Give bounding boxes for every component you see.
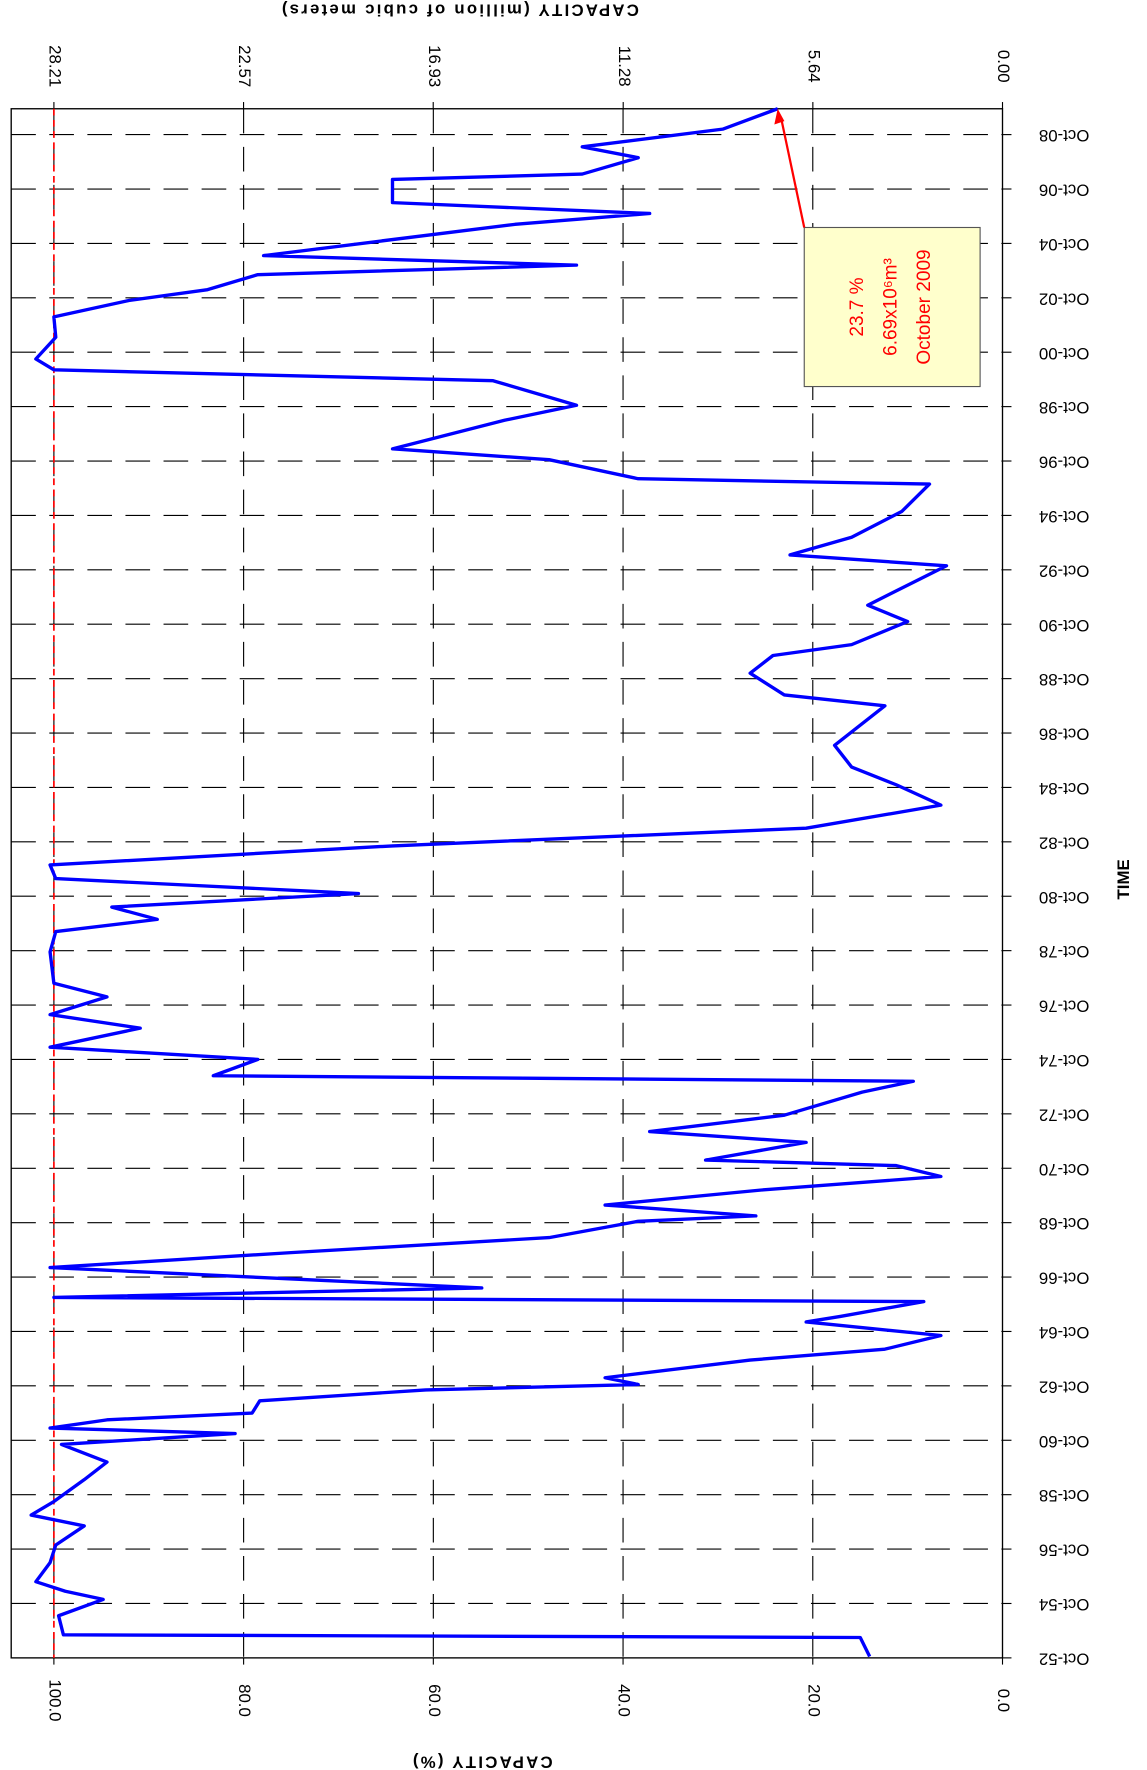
x-tick-label: Oct-64 <box>1039 1323 1089 1342</box>
y2-tick-label: 28.21 <box>45 45 64 87</box>
x-tick-label: Oct-62 <box>1039 1377 1089 1396</box>
y-tick-label: 20.0 <box>804 1684 823 1717</box>
annotation-text: 23.7 % <box>847 277 868 336</box>
y2-tick-label: 11.28 <box>615 46 634 87</box>
y2-tick-label: 16.93 <box>425 45 444 87</box>
x-tick-label: Oct-80 <box>1039 888 1089 907</box>
x-tick-label: Oct-00 <box>1039 344 1089 363</box>
annotation-text: 6.69x10⁶m³ <box>881 258 902 356</box>
y-tick-label: 100.0 <box>45 1679 64 1721</box>
annotation-box <box>803 226 981 388</box>
x-tick-label: Oct-54 <box>1039 1595 1089 1614</box>
y2-tick-label: 5.64 <box>804 50 823 83</box>
y-tick-label: 0.0 <box>994 1689 1013 1712</box>
x-tick-label: Oct-92 <box>1039 561 1089 580</box>
x-tick-label: Oct-74 <box>1039 1051 1089 1070</box>
x-tick-label: Oct-04 <box>1039 235 1089 254</box>
x-tick-label: Oct-52 <box>1039 1649 1089 1668</box>
y-tick-label: 40.0 <box>615 1684 634 1717</box>
x-axis-title: TIME <box>1114 859 1133 899</box>
x-tick-label: Oct-06 <box>1039 181 1089 200</box>
x-tick-label: Oct-72 <box>1039 1105 1089 1124</box>
y2-tick-label: 0.00 <box>994 50 1013 83</box>
x-tick-label: Oct-98 <box>1039 398 1089 417</box>
x-tick-label: Oct-56 <box>1039 1541 1089 1560</box>
y-tick-label: 60.0 <box>425 1684 444 1717</box>
x-tick-label: Oct-60 <box>1039 1432 1089 1451</box>
x-tick-label: Oct-76 <box>1039 997 1089 1016</box>
x-tick-label: Oct-88 <box>1039 670 1089 689</box>
data-line <box>29 107 949 1658</box>
x-tick-label: Oct-86 <box>1039 725 1089 744</box>
y2-axis-title: CAPACITY (million of cubic meters) <box>280 1 639 20</box>
annotation-arrowhead <box>774 108 785 125</box>
x-tick-label: Oct-02 <box>1039 289 1089 308</box>
x-tick-label: Oct-96 <box>1039 453 1089 472</box>
x-tick-label: Oct-70 <box>1039 1160 1089 1179</box>
x-tick-label: Oct-68 <box>1039 1214 1089 1233</box>
x-tick-label: Oct-78 <box>1039 942 1089 961</box>
x-tick-label: Oct-94 <box>1039 507 1089 526</box>
annotation-arrow <box>779 117 806 228</box>
x-tick-label: Oct-08 <box>1039 126 1089 145</box>
y2-tick-label: 22.57 <box>235 45 254 87</box>
x-tick-label: Oct-84 <box>1039 779 1089 798</box>
y-tick-label: 80.0 <box>235 1684 254 1717</box>
x-tick-label: Oct-90 <box>1039 616 1089 635</box>
y-axis-title: CAPACITY (%) <box>411 1752 553 1770</box>
annotation-text: October 2009 <box>914 249 935 364</box>
x-tick-label: Oct-82 <box>1039 833 1089 852</box>
x-tick-label: Oct-66 <box>1039 1269 1089 1288</box>
x-tick-label: Oct-58 <box>1039 1486 1089 1505</box>
